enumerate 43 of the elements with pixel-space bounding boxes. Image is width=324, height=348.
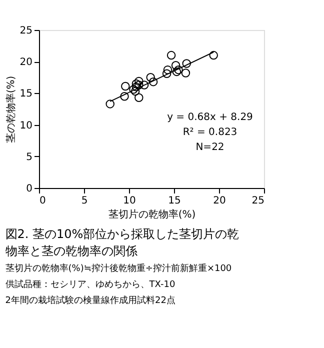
y-tick-label: 0 [26,184,32,194]
point [146,73,155,82]
annotation: y = 0.68x + 8.29 [167,112,253,123]
x-tick-label: 20 [213,196,226,206]
point [132,82,141,92]
point [182,59,191,68]
y-tick-label: 5 [26,152,32,163]
point [181,68,190,78]
x-tick-label: 10 [123,196,136,206]
y-tick-label: 10 [20,120,32,132]
annotation: N=22 [196,142,224,153]
point [134,93,144,102]
point [171,61,180,70]
y-tick-label: 20 [20,57,32,68]
point [134,76,144,86]
point [132,79,141,88]
point [140,80,149,90]
text: 2年間の栽培試験の検量線作成用試料22点 [5,295,176,306]
x-axis-title: 茎切片の乾物率(%) [108,208,196,220]
point [120,92,129,101]
point [166,50,176,60]
point [163,65,172,74]
point [162,69,172,78]
annotation: R² = 0.823 [182,126,238,138]
text: 図2. 茎の10%部位から採取した茎切片の乾物率と茎の乾物率の関係 [5,227,240,258]
x-tick-label: 25 [252,196,264,206]
x-tick-label: 0 [40,196,46,206]
point [148,77,158,86]
point [172,67,182,76]
y-axis-title: 茎の乾物率(%) [4,76,17,144]
text: 茎切片の乾物率(%)≒搾汁後乾物重÷搾汁前新鮮重×100 [5,263,232,274]
y-tick-label: 15 [20,88,32,100]
point [106,100,114,108]
point [121,82,130,91]
point [130,86,140,96]
point [134,80,144,90]
x-tick-label: 15 [168,196,181,206]
x-tick-label: 5 [81,196,88,206]
text: 供試品種：セシリア、ゆめちから、TX-10 [5,279,176,290]
y-tick-label: 25 [20,26,32,36]
point [174,65,183,74]
point [209,50,218,60]
point [129,85,138,94]
